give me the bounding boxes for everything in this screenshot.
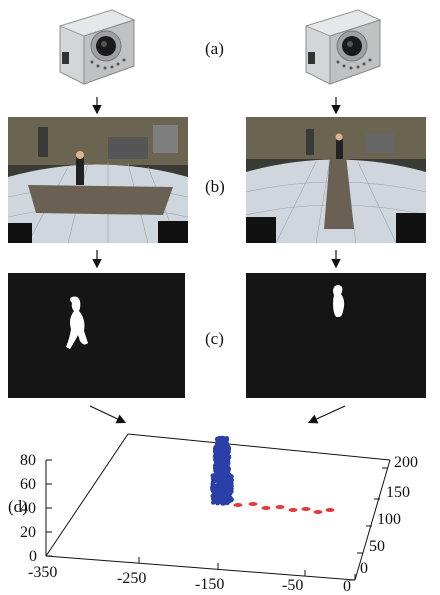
y-tick-label: 150 bbox=[386, 484, 410, 501]
body-point bbox=[224, 469, 229, 474]
camera-right bbox=[296, 4, 386, 85]
body-point bbox=[217, 499, 223, 505]
footprint-point bbox=[288, 508, 298, 512]
body-point bbox=[225, 490, 230, 496]
data-points bbox=[210, 435, 335, 514]
foreground-silhouette-icon bbox=[246, 273, 426, 398]
body-point bbox=[213, 483, 219, 489]
label-b: (b) bbox=[205, 177, 225, 196]
mask-left bbox=[8, 273, 185, 398]
body-point bbox=[226, 499, 232, 504]
body-point bbox=[216, 453, 221, 459]
body-point bbox=[222, 500, 227, 506]
body-point bbox=[215, 436, 220, 442]
footprint-point bbox=[248, 502, 258, 506]
body-point bbox=[213, 448, 219, 453]
body-point bbox=[225, 457, 231, 463]
x-tick-label: 0 bbox=[343, 578, 351, 595]
z-tick-label: 60 bbox=[20, 476, 36, 493]
y-tick-label: 0 bbox=[360, 560, 368, 577]
label-d: (d) bbox=[8, 497, 28, 516]
label-c: (c) bbox=[205, 329, 224, 348]
foreground-silhouette-icon bbox=[8, 273, 185, 398]
body-point bbox=[219, 486, 224, 491]
body-point bbox=[219, 436, 224, 441]
body-point bbox=[222, 441, 228, 446]
body-point bbox=[216, 479, 221, 484]
body-point bbox=[211, 496, 216, 502]
body-point bbox=[228, 478, 234, 483]
body-point bbox=[224, 485, 230, 490]
footprint-point bbox=[275, 505, 285, 509]
body-point bbox=[210, 487, 215, 492]
z-tick-label: 40 bbox=[20, 500, 36, 517]
camera-left bbox=[50, 4, 140, 85]
room-scene-icon bbox=[246, 117, 426, 243]
x-tick-label: -150 bbox=[195, 576, 225, 593]
arrow-c-d-left bbox=[89, 405, 127, 424]
footprint-point bbox=[233, 503, 243, 507]
frame-left bbox=[8, 117, 188, 243]
body-point bbox=[215, 457, 220, 463]
body-point bbox=[210, 473, 215, 478]
y-tick-label: 50 bbox=[369, 538, 385, 555]
body-point bbox=[221, 480, 226, 485]
body-point bbox=[222, 445, 227, 451]
body-point bbox=[218, 492, 224, 497]
body-point bbox=[218, 468, 223, 473]
body-point bbox=[223, 497, 228, 502]
z-tick-label: 20 bbox=[20, 524, 36, 541]
z-tick-label: 80 bbox=[20, 452, 36, 469]
body-point bbox=[224, 462, 229, 467]
body-point bbox=[218, 495, 223, 501]
body-point bbox=[224, 451, 229, 457]
x-tick-label: -350 bbox=[28, 564, 58, 581]
body-point bbox=[224, 437, 230, 442]
frame-right bbox=[246, 117, 426, 243]
y-tick-label: 200 bbox=[394, 454, 418, 471]
footprint-point bbox=[313, 510, 323, 514]
footprint-point bbox=[301, 507, 311, 511]
body-point bbox=[225, 479, 230, 484]
mask-right bbox=[246, 273, 426, 398]
arrow-c-d-right bbox=[307, 405, 346, 424]
tick-marks bbox=[45, 459, 388, 581]
z-tick-label: 0 bbox=[29, 548, 37, 565]
x-tick-label: -250 bbox=[117, 570, 147, 587]
footprint-point bbox=[325, 508, 335, 512]
label-a: (a) bbox=[205, 39, 224, 58]
ip-camera-icon bbox=[304, 9, 382, 85]
ip-camera-icon bbox=[58, 9, 136, 85]
body-point bbox=[226, 446, 231, 451]
body-point bbox=[219, 464, 224, 470]
body-point bbox=[210, 483, 215, 488]
y-tick-label: 100 bbox=[377, 511, 401, 528]
plot-box bbox=[45, 433, 391, 581]
body-point bbox=[218, 441, 223, 446]
body-point bbox=[220, 459, 225, 464]
body-point bbox=[220, 473, 226, 479]
x-tick-label: -50 bbox=[282, 577, 304, 594]
room-scene-icon bbox=[8, 117, 188, 243]
footprint-point bbox=[261, 506, 271, 510]
body-point bbox=[211, 490, 217, 496]
